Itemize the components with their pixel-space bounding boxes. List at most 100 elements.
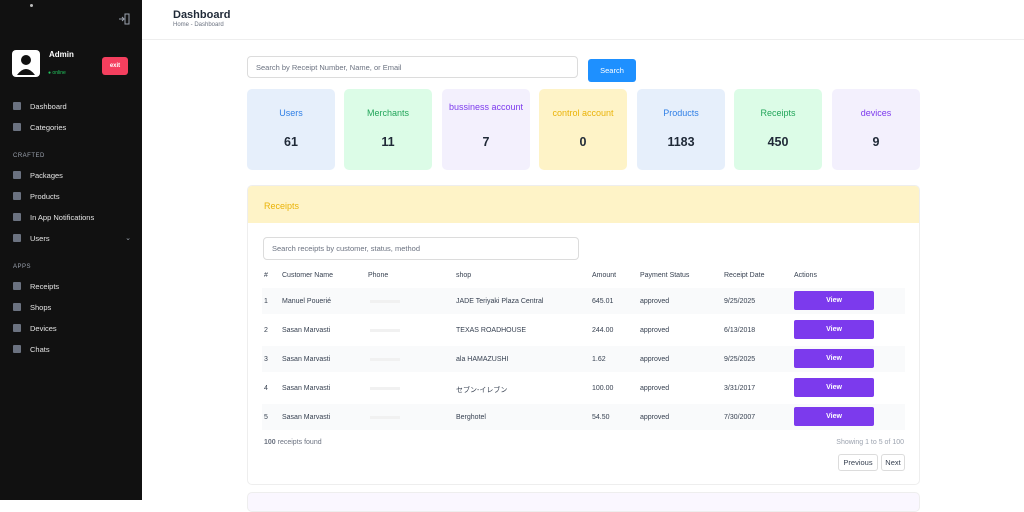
chat-icon — [13, 345, 21, 353]
view-button[interactable]: View — [794, 291, 874, 310]
customer-name: Sasan Marvasti — [282, 385, 331, 392]
row-number: 2 — [264, 327, 268, 334]
shop-name: ala HAMAZUSHI — [456, 356, 509, 363]
stat-value: 7 — [482, 135, 490, 149]
stat-label: Products — [663, 108, 699, 118]
table-row: 5 Sasan Marvasti Berghotel 54.50 approve… — [262, 404, 905, 430]
stat-card-merchants[interactable]: Merchants 11 — [344, 89, 432, 170]
sidebar-item-notifications[interactable]: In App Notifications — [13, 210, 131, 224]
section-crafted: CRAFTED — [13, 153, 45, 159]
sidebar-item-label: Users — [30, 233, 50, 243]
payment-status: approved — [640, 327, 670, 334]
stat-card-business-accounts[interactable]: bussiness account 7 — [442, 89, 530, 170]
next-page-button[interactable]: Next — [881, 454, 905, 471]
view-button[interactable]: View — [794, 378, 874, 397]
breadcrumb[interactable]: Home - Dashboard — [173, 22, 224, 28]
column-header-payment-status: Payment Status — [640, 272, 690, 279]
page-title: Dashboard — [173, 9, 231, 21]
device-icon — [13, 324, 21, 332]
phone-redacted — [370, 300, 400, 303]
table-row: 1 Manuel Pouerié JADE Teriyaki Plaza Cen… — [262, 288, 905, 314]
stat-card-users[interactable]: Users 61 — [247, 89, 335, 170]
sidebar-item-devices[interactable]: Devices — [13, 321, 131, 335]
amount: 54.50 — [592, 414, 610, 421]
stat-value: 61 — [284, 135, 298, 149]
table-row: 2 Sasan Marvasti TEXAS ROADHOUSE 244.00 … — [262, 317, 905, 343]
receipts-card-header: Receipts — [248, 186, 919, 223]
sidebar-item-packages[interactable]: Packages — [13, 168, 131, 182]
sidebar-item-users[interactable]: Users ⌄ — [13, 231, 131, 245]
receipt-date: 6/13/2018 — [724, 327, 756, 334]
shop-name: TEXAS ROADHOUSE — [456, 327, 527, 334]
previous-page-button[interactable]: Previous — [838, 454, 878, 471]
stat-label: Merchants — [366, 108, 410, 118]
customer-name: Manuel Pouerié — [282, 298, 332, 305]
stat-card-control-accounts[interactable]: control account 0 — [539, 89, 627, 170]
table-row: 3 Sasan Marvasti ala HAMAZUSHI 1.62 appr… — [262, 346, 905, 372]
receipt-date: 3/31/2017 — [724, 385, 756, 392]
stat-value: 1183 — [667, 135, 695, 149]
sidebar-item-products[interactable]: Products — [13, 189, 131, 203]
row-number: 5 — [264, 414, 268, 421]
receipt-search-input[interactable] — [247, 56, 578, 78]
stat-value: 11 — [381, 135, 395, 149]
products-icon — [13, 192, 21, 200]
customer-name: Sasan Marvasti — [282, 327, 331, 334]
page-header: Dashboard Home - Dashboard — [142, 0, 1024, 40]
shop-name: Berghotel — [456, 414, 486, 421]
stat-card-products[interactable]: Products 1183 — [637, 89, 725, 170]
sidebar-item-categories[interactable]: Categories — [13, 120, 131, 134]
sidebar-item-chats[interactable]: Chats — [13, 342, 131, 356]
results-count-label: receipts found — [275, 439, 322, 446]
column-header-number: # — [264, 272, 268, 279]
phone-redacted — [370, 416, 400, 419]
notification-icon — [13, 213, 21, 221]
phone-redacted — [370, 329, 400, 332]
stat-card-receipts[interactable]: Receipts 450 — [734, 89, 822, 170]
sidebar-item-receipts[interactable]: Receipts — [13, 279, 131, 293]
stat-label: Users — [279, 108, 303, 118]
column-header-amount: Amount — [592, 272, 617, 279]
grid-icon — [13, 102, 21, 110]
view-button[interactable]: View — [794, 320, 874, 339]
row-number: 1 — [264, 298, 268, 305]
shop-icon — [13, 303, 21, 311]
receipts-title: Receipts — [264, 201, 300, 211]
receipt-date: 9/25/2025 — [724, 356, 756, 363]
amount: 244.00 — [592, 327, 614, 334]
view-button[interactable]: View — [794, 407, 874, 426]
view-button[interactable]: View — [794, 349, 874, 368]
stat-value: 450 — [767, 135, 789, 149]
section-apps: APPS — [13, 264, 32, 270]
amount: 100.00 — [592, 385, 614, 392]
exit-button[interactable]: exit — [102, 57, 128, 75]
row-number: 3 — [264, 356, 268, 363]
search-button[interactable]: Search — [588, 59, 636, 82]
sidebar: Admin ● online exit Dashboard Categories… — [0, 0, 142, 500]
column-header-shop: shop — [456, 272, 472, 279]
customer-name: Sasan Marvasti — [282, 356, 331, 363]
sidebar-item-label: Products — [30, 191, 60, 201]
table-row: 4 Sasan Marvasti セブン-イレブン 100.00 approve… — [262, 375, 905, 401]
category-icon — [13, 123, 21, 131]
sidebar-item-dashboard[interactable]: Dashboard — [13, 99, 131, 113]
receipt-date: 9/25/2025 — [724, 298, 756, 305]
sidebar-item-label: Categories — [30, 122, 67, 132]
amount: 1.62 — [592, 356, 606, 363]
receipt-icon — [13, 282, 21, 290]
stat-value: 0 — [579, 135, 587, 149]
sidebar-item-label: Dashboard — [30, 101, 67, 111]
collapse-sidebar-icon[interactable] — [118, 12, 130, 25]
pagination-summary: Showing 1 to 5 of 100 — [836, 439, 904, 446]
stat-card-devices[interactable]: devices 9 — [832, 89, 920, 170]
receipts-filter-input[interactable] — [263, 237, 579, 260]
phone-redacted — [370, 358, 400, 361]
online-status: ● online — [48, 70, 66, 76]
stat-label: devices — [860, 108, 892, 118]
stat-label: control account — [552, 108, 614, 118]
results-count-number: 100 — [264, 439, 276, 446]
receipt-date: 7/30/2007 — [724, 414, 756, 421]
shop-name: セブン-イレブン — [456, 387, 508, 394]
sidebar-item-shops[interactable]: Shops — [13, 300, 131, 314]
stat-value: 9 — [872, 135, 880, 149]
